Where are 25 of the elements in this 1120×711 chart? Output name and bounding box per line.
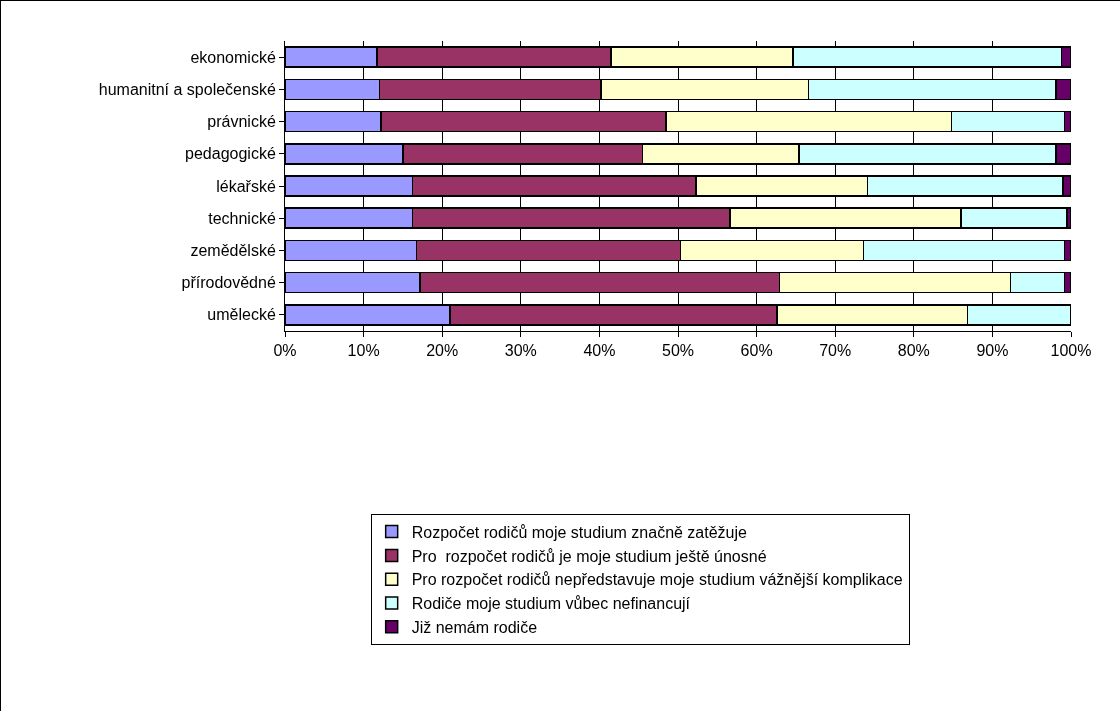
legend-label: Rozpočet rodičů moje studium značně zatěžuje xyxy=(411,523,748,541)
legend-label: Rodiče moje studium vůbec nefinancují xyxy=(411,595,691,613)
x-tick-label: 40% xyxy=(583,342,616,360)
y-tick-label: humanitní a společenské xyxy=(98,80,276,98)
x-tick-label: 30% xyxy=(504,342,537,360)
x-tick-label: 50% xyxy=(661,342,695,360)
x-tick-label: 80% xyxy=(897,342,930,360)
x-tick-label: 0% xyxy=(273,342,297,360)
y-tick-label: umělecké xyxy=(207,306,276,324)
x-tick-label: 60% xyxy=(740,342,773,360)
x-tick-label: 10% xyxy=(347,342,380,360)
x-tick-label: 90% xyxy=(976,342,1009,360)
y-tick-label: pedagogické xyxy=(185,145,276,163)
legend-label: Již nemám rodiče xyxy=(411,619,538,637)
y-tick-label: technické xyxy=(208,209,276,227)
y-tick-label: přírodovědné xyxy=(181,274,276,292)
x-tick-label: 100% xyxy=(1050,342,1092,360)
y-tick-label: zemědělské xyxy=(190,242,276,260)
legend-label: Pro rozpočet rodičů nepředstavuje moje studium vážnější komplikace xyxy=(411,571,903,589)
y-tick-label: lékařské xyxy=(216,177,276,195)
y-tick-label: ekonomické xyxy=(190,48,276,66)
x-tick-label: 70% xyxy=(819,342,852,360)
legend-label: Pro rozpočet rodičů je moje studium ještě únosné xyxy=(411,547,767,565)
y-tick-label: právnické xyxy=(207,113,276,131)
x-tick-label: 20% xyxy=(426,342,459,360)
